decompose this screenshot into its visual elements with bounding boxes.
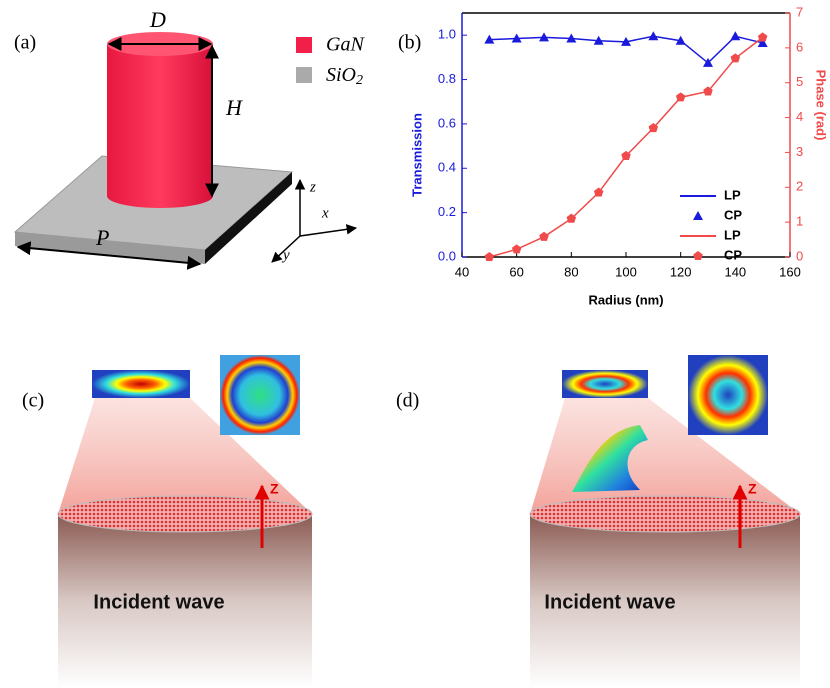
legend-label: GaN [326,34,365,56]
z-label: z [309,179,316,195]
y-tick-label: 0.2 [438,204,456,219]
x-tick-label: 160 [779,264,801,279]
y2-tick-label: 5 [796,74,803,89]
y2-axis-label: Phase (rad) [814,70,829,141]
figure: (a) (b) (c) (d) D H P z x y GaN SiO2 Z I… [0,0,830,688]
y2-tick-label: 3 [796,144,803,159]
panel-d: Z Incident wave [530,355,800,688]
x-axis-arrow [300,228,356,236]
panel-label: (d) [396,390,419,412]
y2-tick-label: 0 [796,248,803,263]
intensity-map [562,370,648,398]
legend-label: CP [724,247,742,262]
legend-label: CP [724,207,742,222]
x-label: x [321,205,329,221]
legend-label: SiO2 [326,64,363,89]
y-axis-label: Transmission [409,113,424,197]
panel-label: (c) [22,390,44,412]
legend-marker [693,211,703,220]
y-tick-label: 0.6 [438,115,456,130]
y2-tick-label: 1 [796,214,803,229]
series-marker [648,31,658,40]
panel-c: Z Incident wave [58,355,312,688]
x-tick-label: 40 [455,264,469,279]
series-marker [758,32,768,41]
x-tick-label: 140 [724,264,746,279]
legend-marker [693,251,703,260]
phase-map [220,355,300,435]
z-label: Z [270,481,279,497]
cylinder [107,44,213,208]
y2-tick-label: 6 [796,39,803,54]
y2-tick-label: 4 [796,109,803,124]
metasurface [530,496,800,532]
y2-tick-label: 2 [796,179,803,194]
chart: 40 60 80 100 120 140 160 0.0 0.2 0.4 0.6 0.8 1.0 0 1 2 3… [409,4,828,307]
series-line [489,37,762,257]
phase-map [688,355,768,435]
series-marker [485,252,495,261]
series-marker [676,92,686,101]
x-axis-label: Radius (nm) [588,292,663,307]
x-tick-label: 60 [509,264,523,279]
y2-tick-label: 7 [796,4,803,19]
d-label: D [149,7,166,32]
y-tick-label: 0.4 [438,160,456,175]
x-tick-label: 100 [615,264,637,279]
panel-label: (a) [14,32,36,54]
z-label: Z [748,481,757,497]
panel-a: D H P z x y GaN SiO2 [15,7,365,264]
y-tick-label: 0.0 [438,248,456,263]
metasurface [58,496,312,532]
y-tick-label: 0.8 [438,71,456,86]
x-tick-label: 120 [670,264,692,279]
legend-label: LP [724,227,741,242]
caption: Incident wave [544,591,675,613]
x-tick-label: 80 [564,264,578,279]
series-marker [731,53,741,62]
intensity-map [92,370,190,398]
p-label: P [95,225,109,250]
h-label: H [225,95,243,120]
series-marker [539,232,549,241]
y-label: y [281,247,290,263]
caption: Incident wave [93,591,224,613]
y-tick-label: 1.0 [438,27,456,42]
legend-label: LP [724,187,741,202]
series-marker [512,244,522,253]
legend-label-sub: 2 [356,73,363,88]
legend-label-main: SiO [326,64,356,86]
legend-swatch [296,67,312,83]
legend-swatch [296,37,312,53]
series-marker [730,31,740,40]
panel-label: (b) [398,32,421,54]
